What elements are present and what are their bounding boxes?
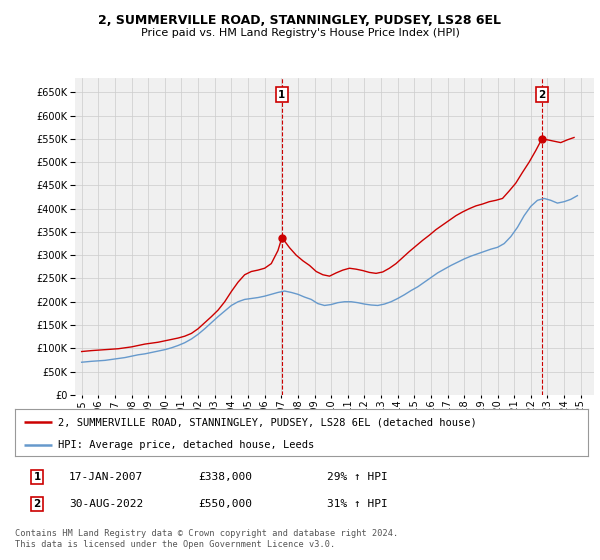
Text: 2, SUMMERVILLE ROAD, STANNINGLEY, PUDSEY, LS28 6EL: 2, SUMMERVILLE ROAD, STANNINGLEY, PUDSEY… <box>98 14 502 27</box>
Text: HPI: Average price, detached house, Leeds: HPI: Average price, detached house, Leed… <box>58 440 314 450</box>
Text: 31% ↑ HPI: 31% ↑ HPI <box>327 499 388 509</box>
Text: £550,000: £550,000 <box>198 499 252 509</box>
Text: £338,000: £338,000 <box>198 472 252 482</box>
Text: 1: 1 <box>278 90 286 100</box>
Text: 30-AUG-2022: 30-AUG-2022 <box>69 499 143 509</box>
Text: Price paid vs. HM Land Registry's House Price Index (HPI): Price paid vs. HM Land Registry's House … <box>140 28 460 38</box>
Text: 2: 2 <box>538 90 545 100</box>
Text: 17-JAN-2007: 17-JAN-2007 <box>69 472 143 482</box>
Text: 29% ↑ HPI: 29% ↑ HPI <box>327 472 388 482</box>
Text: Contains HM Land Registry data © Crown copyright and database right 2024.
This d: Contains HM Land Registry data © Crown c… <box>15 529 398 549</box>
Text: 2, SUMMERVILLE ROAD, STANNINGLEY, PUDSEY, LS28 6EL (detached house): 2, SUMMERVILLE ROAD, STANNINGLEY, PUDSEY… <box>58 417 477 427</box>
Text: 2: 2 <box>34 499 41 509</box>
Text: 1: 1 <box>34 472 41 482</box>
